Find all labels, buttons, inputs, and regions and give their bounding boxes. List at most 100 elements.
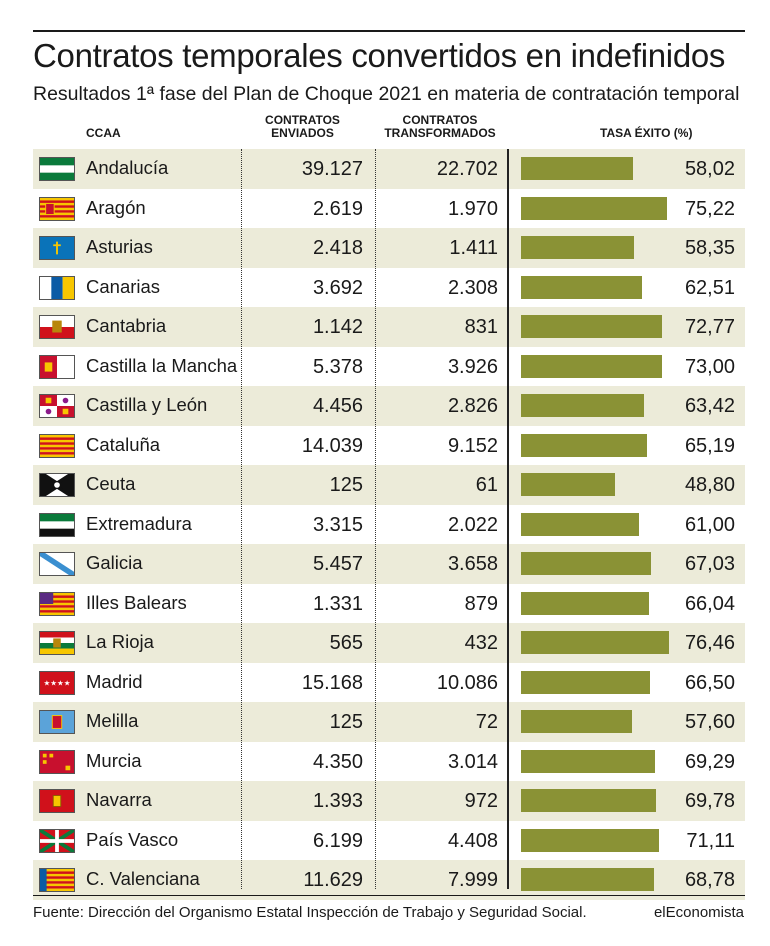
table-row: Murcia 4.350 3.014 69,29 [33, 742, 745, 782]
tasa-exito-bar [521, 670, 650, 694]
ccaa-name: Cantabria [86, 315, 167, 336]
tasa-exito-value: 67,03 [684, 553, 735, 575]
contratos-enviados-value: 3.315 [312, 513, 363, 536]
header-transformados: CONTRATOS TRANSFORMADOS [384, 113, 496, 140]
tasa-exito-bar [521, 631, 669, 654]
contratos-transformados-value: 7.999 [447, 869, 498, 891]
contratos-transformados-value: 2.308 [447, 276, 498, 299]
illes-balears-flag-icon [39, 591, 75, 616]
tasa-exito-value: 58,02 [684, 158, 735, 180]
ccaa-name: Aragón [86, 196, 146, 218]
contratos-enviados-value: 3.692 [312, 276, 363, 299]
ccaa-name: Andalucía [86, 157, 169, 178]
contratos-transformados-value: 1.411 [449, 237, 498, 259]
contratos-transformados-value: 4.408 [447, 829, 498, 852]
contratos-enviados-value: 4.456 [312, 395, 363, 417]
tasa-exito-bar [521, 275, 642, 299]
contratos-enviados-value: 5.457 [312, 553, 363, 575]
tasa-exito-value: 75,22 [684, 197, 735, 220]
header-enviados: CONTRATOS ENVIADOS [265, 113, 340, 140]
table-row: C. Valenciana 11.629 7.999 68,78 [33, 860, 745, 900]
cantabria-flag-icon [39, 315, 75, 339]
tasa-exito-bar [521, 512, 640, 536]
tasa-exito-bar [521, 157, 634, 180]
contratos-transformados-value: 1.970 [447, 197, 498, 220]
contratos-enviados-value: 1.142 [312, 316, 363, 338]
chart-subtitle: Resultados 1ª fase del Plan de Choque 20… [33, 83, 740, 105]
tasa-exito-bar [521, 196, 667, 220]
bottom-rule [33, 895, 745, 896]
tasa-exito-bar [521, 394, 644, 417]
tasa-exito-value: 66,04 [684, 592, 735, 615]
table-row: Extremadura 3.315 2.022 61,00 [33, 505, 745, 545]
contratos-enviados-value: 125 [329, 711, 363, 733]
contratos-enviados-value: 14.039 [301, 434, 363, 457]
tasa-exito-bar [521, 710, 633, 733]
contratos-transformados-value: 432 [464, 632, 498, 654]
contratos-transformados-value: 10.086 [436, 671, 498, 694]
table-row: Melilla 125 72 57,60 [33, 702, 745, 742]
table-row: Castilla y León 4.456 2.826 63,42 [33, 386, 745, 426]
table-row: Canarias 3.692 2.308 62,51 [33, 268, 745, 308]
header-tasa: TASA ÉXITO (%) [600, 126, 693, 140]
table-row: País Vasco 6.199 4.408 71,11 [33, 821, 745, 861]
contratos-transformados-value: 2.826 [447, 395, 498, 417]
table-row: Navarra 1.393 972 69,78 [33, 781, 745, 821]
contratos-transformados-value: 831 [464, 316, 498, 338]
ccaa-name: Murcia [86, 749, 142, 771]
ccaa-name: Canarias [86, 275, 161, 297]
contratos-enviados-value: 4.350 [312, 750, 363, 773]
table-row: Ceuta 125 61 48,80 [33, 465, 745, 505]
contratos-enviados-value: 6.199 [312, 829, 363, 852]
tasa-exito-value: 61,00 [684, 513, 735, 536]
murcia-flag-icon [39, 749, 75, 774]
tasa-exito-bar [521, 552, 651, 575]
ccaa-name: Illes Balears [86, 591, 187, 613]
contratos-enviados-value: 39.127 [301, 158, 363, 180]
tasa-exito-value: 63,42 [684, 395, 735, 417]
tasa-exito-bar [521, 473, 616, 496]
aragon-flag-icon [39, 196, 75, 221]
tasa-exito-bar [521, 828, 659, 852]
contratos-enviados-value: 1.393 [312, 790, 363, 812]
top-rule [33, 30, 745, 32]
tasa-exito-value: 73,00 [684, 355, 735, 378]
tasa-exito-bar [521, 591, 649, 615]
contratos-transformados-value: 3.658 [447, 553, 498, 575]
tasa-exito-bar [521, 354, 663, 378]
extremadura-flag-icon [39, 512, 75, 537]
ccaa-name: Asturias [86, 236, 153, 257]
contratos-transformados-value: 9.152 [447, 434, 498, 457]
contratos-enviados-value: 125 [329, 474, 363, 496]
contratos-enviados-value: 15.168 [301, 671, 363, 694]
ccaa-name: Castilla la Mancha [86, 354, 238, 376]
source-note: Fuente: Dirección del Organismo Estatal … [33, 904, 587, 921]
cataluna-flag-icon [39, 433, 75, 458]
contratos-enviados-value: 1.331 [312, 592, 363, 615]
contratos-enviados-value: 565 [329, 632, 363, 654]
tasa-exito-bar [521, 749, 656, 773]
castilla-y-leon-flag-icon [39, 394, 75, 418]
ccaa-name: La Rioja [86, 631, 154, 652]
andalucia-flag-icon [39, 157, 75, 181]
table-row: Illes Balears 1.331 879 66,04 [33, 584, 745, 624]
tasa-exito-value: 66,50 [684, 671, 735, 694]
galicia-flag-icon [39, 552, 75, 576]
column-divider-3 [507, 149, 509, 889]
header-ccaa: CCAA [86, 126, 121, 140]
ccaa-name: País Vasco [86, 828, 179, 850]
table-row: Aragón 2.619 1.970 75,22 [33, 189, 745, 229]
table-row: Cantabria 1.142 831 72,77 [33, 307, 745, 347]
table-row: Andalucía 39.127 22.702 58,02 [33, 149, 745, 189]
contratos-transformados-value: 2.022 [447, 513, 498, 536]
contratos-transformados-value: 972 [464, 790, 498, 812]
chart-title: Contratos temporales convertidos en inde… [33, 37, 726, 74]
table-row: La Rioja 565 432 76,46 [33, 623, 745, 663]
tasa-exito-bar [521, 433, 648, 457]
ccaa-name: Madrid [86, 670, 143, 692]
ccaa-name: Ceuta [86, 473, 136, 494]
tasa-exito-value: 48,80 [684, 474, 735, 496]
ccaa-name: Galicia [86, 552, 143, 573]
pais-vasco-flag-icon [39, 828, 75, 853]
tasa-exito-bar [521, 236, 634, 259]
